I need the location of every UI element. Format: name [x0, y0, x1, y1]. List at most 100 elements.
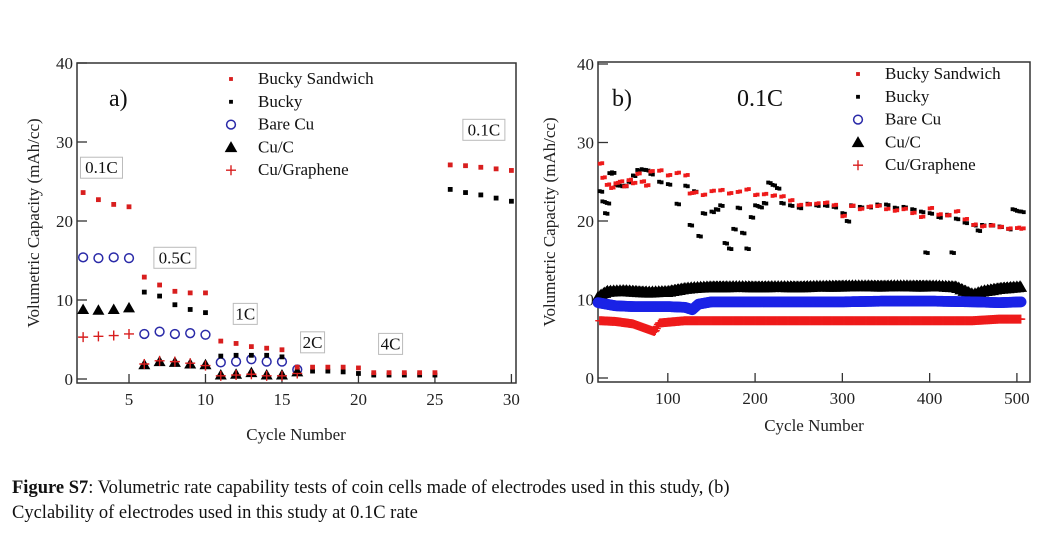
- point-cu-graphene: [231, 370, 242, 381]
- point-bucky: [781, 201, 786, 206]
- chart-b-plot-area: [592, 161, 1028, 336]
- point-bucky: [925, 251, 930, 255]
- point-bucky-sandwich: [700, 193, 705, 198]
- legend-marker-bucky-sandwich: [856, 72, 860, 76]
- point-bucky: [605, 211, 610, 216]
- point-bucky-sandwich: [840, 214, 845, 219]
- rate-label-box: [378, 332, 404, 355]
- point-bucky: [816, 203, 821, 208]
- point-bucky-sandwich: [417, 370, 423, 376]
- point-bucky: [975, 228, 980, 233]
- point-bucky: [757, 204, 762, 209]
- point-bucky-sandwich: [753, 193, 758, 198]
- point-bucky: [895, 206, 900, 211]
- point-bucky-sandwich: [264, 345, 270, 351]
- series-bucky-sandwich: [80, 162, 514, 376]
- point-bucky: [726, 246, 731, 251]
- point-bucky-sandwich: [604, 182, 609, 187]
- point-bucky-sandwich: [600, 161, 605, 166]
- point-bucky-sandwich: [842, 213, 847, 218]
- rate-label-box: [79, 156, 123, 179]
- point-cu-graphene: [169, 356, 180, 367]
- point-bucky-sandwich: [918, 215, 923, 219]
- point-bucky: [847, 219, 852, 224]
- point-bucky: [157, 293, 162, 299]
- legend-label: Cu/C: [885, 132, 921, 151]
- point-bucky-sandwich: [860, 206, 865, 211]
- legend-marker-cu-graphene: [853, 160, 863, 171]
- point-bucky: [716, 207, 721, 212]
- legend-marker-cu-graphene: [226, 165, 236, 176]
- point-bucky: [930, 211, 935, 216]
- point-bucky-sandwich: [642, 179, 647, 184]
- point-bucky-sandwich: [1006, 226, 1011, 231]
- point-bare-cu: [139, 328, 150, 340]
- point-bucky-sandwich: [172, 288, 178, 294]
- point-bucky-sandwich: [650, 169, 655, 173]
- point-cu-c: [107, 303, 120, 314]
- point-bucky-sandwich: [973, 222, 978, 227]
- point-bucky-sandwich: [620, 179, 625, 184]
- point-bucky-sandwich: [788, 198, 792, 203]
- point-cu-graphene: [651, 324, 661, 334]
- point-bucky: [901, 204, 906, 209]
- point-bucky-sandwich: [816, 201, 821, 206]
- point-bucky: [738, 206, 743, 211]
- rate-label: 2C: [303, 333, 323, 352]
- point-bucky-sandwich: [965, 217, 969, 221]
- point-bucky-sandwich: [712, 188, 716, 193]
- point-bucky-sandwich: [630, 181, 635, 186]
- point-bucky: [248, 352, 254, 358]
- y-tick-label: 20: [577, 212, 594, 231]
- y-tick-label: 10: [56, 291, 73, 310]
- point-bucky: [700, 211, 705, 216]
- point-bucky: [690, 223, 695, 228]
- point-bucky-sandwich: [692, 190, 696, 195]
- point-bucky: [761, 201, 766, 205]
- point-bucky-sandwich: [279, 347, 285, 353]
- point-bucky-sandwich: [325, 364, 331, 370]
- point-bucky-sandwich: [895, 208, 900, 213]
- point-bucky-sandwich: [622, 184, 627, 189]
- point-bucky: [1019, 209, 1024, 214]
- point-bucky: [746, 247, 751, 251]
- point-bucky-sandwich: [808, 202, 812, 206]
- point-bare-cu: [108, 252, 119, 263]
- caption-text-1: : Volumetric rate capability tests of co…: [88, 478, 730, 498]
- point-cu-graphene: [78, 332, 89, 343]
- point-bucky-sandwich: [851, 203, 856, 208]
- point-bucky: [857, 204, 862, 209]
- chart-a-legend: Bucky Sandwich Bucky Bare Cu Cu/C Cu/Graphen…: [224, 69, 374, 179]
- point-bucky: [965, 221, 969, 226]
- point-bucky: [733, 227, 738, 232]
- point-bucky: [753, 203, 758, 208]
- point-bucky-sandwich: [814, 201, 819, 206]
- point-bucky-sandwich: [665, 173, 670, 178]
- point-bucky: [764, 201, 769, 206]
- series-bucky-sandwich: [597, 161, 1026, 231]
- point-bucky-sandwich: [478, 164, 484, 170]
- point-bare-cu: [185, 328, 196, 339]
- point-bucky-sandwich: [997, 225, 1002, 230]
- chart-b-title: 0.1C: [737, 86, 783, 112]
- point-bucky-sandwich: [613, 181, 618, 186]
- point-bucky-sandwich: [203, 290, 208, 296]
- point-bucky: [687, 223, 692, 227]
- legend-marker-cu-c: [851, 136, 865, 148]
- chart-b-frame: [597, 61, 1031, 383]
- point-bucky-sandwich: [773, 193, 777, 198]
- point-bare-cu: [1015, 296, 1027, 308]
- point-bucky-sandwich: [447, 162, 453, 168]
- point-bucky: [600, 189, 605, 194]
- point-bucky-sandwich: [187, 290, 193, 296]
- caption-label: Figure S7: [12, 478, 89, 498]
- point-bucky: [604, 201, 609, 205]
- point-bare-cu: [230, 356, 242, 367]
- figure-caption: Figure S7: Volumetric rate capability te…: [12, 476, 730, 526]
- point-bucky: [712, 210, 716, 215]
- point-bucky: [310, 368, 315, 374]
- point-bucky-sandwich: [659, 168, 664, 173]
- legend-label: Bare Cu: [885, 110, 942, 129]
- y-tick-label: 30: [56, 133, 73, 152]
